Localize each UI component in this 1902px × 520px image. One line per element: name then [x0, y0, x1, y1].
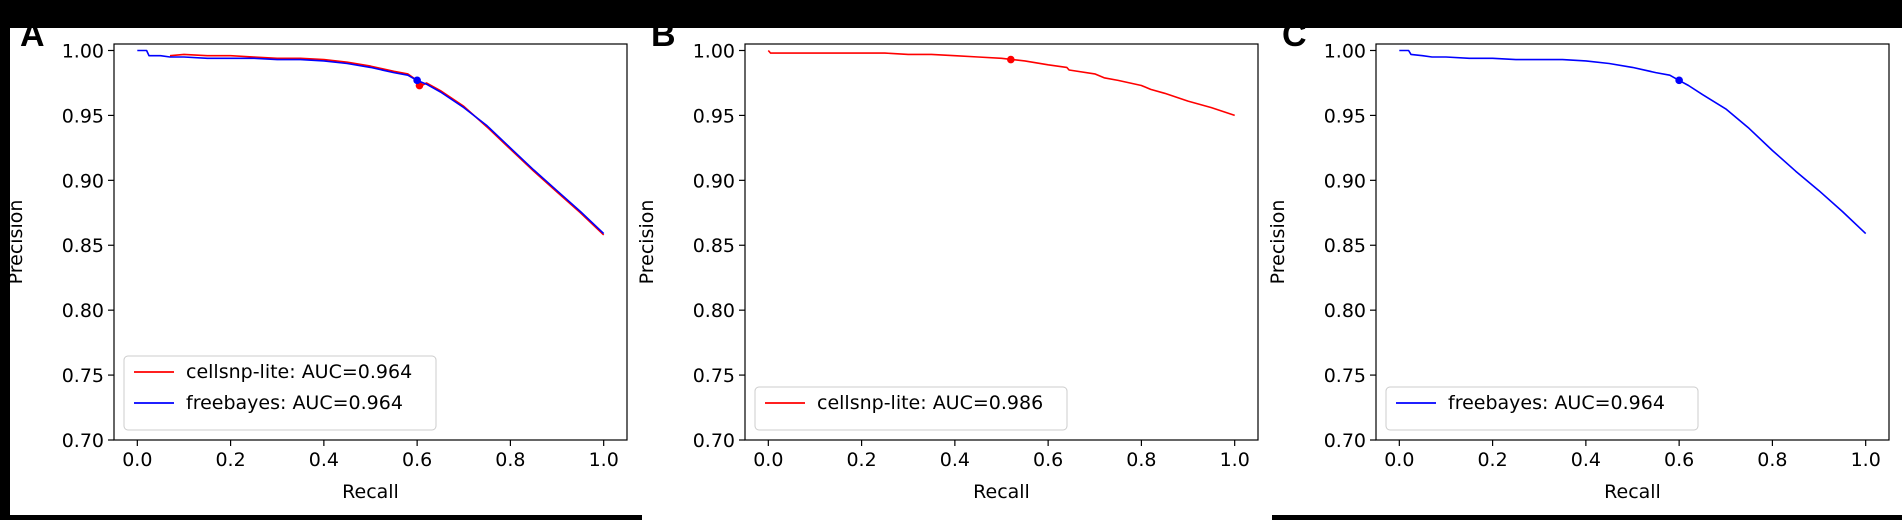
x-tick-label: 0.8 — [495, 449, 525, 471]
y-tick-label: 0.95 — [693, 105, 735, 127]
legend-box — [1385, 386, 1699, 431]
y-tick-label: 0.80 — [62, 300, 104, 322]
panel-b: 0.0 0.2 0.4 0.6 0.8 1.0 0.70 0.75 0.80 0.85 0.90 0.… — [636, 40, 1259, 503]
y-tick-label: 0.90 — [693, 170, 735, 192]
y-axis-label: Precision — [5, 200, 27, 285]
x-tick-label: 0.2 — [215, 449, 245, 471]
legend-entry-0: freebayes: AUC=0.964 — [1448, 392, 1665, 414]
x-tick-label: 0.6 — [402, 449, 432, 471]
legend-entry-0: cellsnp-lite: AUC=0.964 — [186, 361, 412, 383]
x-tick-label: 0.6 — [1033, 449, 1063, 471]
panel-label-a: A — [20, 16, 45, 54]
legend-box — [123, 355, 437, 431]
x-tick-label: 1.0 — [1851, 449, 1881, 471]
series-line-1 — [137, 49, 605, 235]
y-tick-label: 0.85 — [693, 235, 735, 257]
series-marker-0 — [1675, 76, 1683, 85]
x-tick-label: 0.4 — [309, 449, 339, 471]
axes-frame — [113, 43, 628, 441]
y-tick-label: 0.70 — [62, 430, 104, 452]
series-line-0 — [1399, 49, 1867, 235]
axes-frame — [744, 43, 1259, 441]
top-black-bar — [0, 0, 1902, 28]
legend-box — [754, 386, 1068, 431]
x-tick-label: 0.2 — [1477, 449, 1507, 471]
y-tick-label: 0.75 — [62, 365, 104, 387]
x-tick-label: 1.0 — [589, 449, 619, 471]
x-tick-label: 0.6 — [1664, 449, 1694, 471]
y-axis-label: Precision — [636, 200, 658, 285]
y-tick-label: 0.70 — [693, 430, 735, 452]
x-tick-label: 0.8 — [1757, 449, 1787, 471]
axes-frame — [1375, 43, 1890, 441]
x-tick-label: 0.0 — [753, 449, 783, 471]
y-tick-label: 1.00 — [62, 40, 104, 62]
y-tick-label: 0.70 — [1324, 430, 1366, 452]
x-tick-label: 0.4 — [1571, 449, 1601, 471]
x-tick-label: 0.8 — [1126, 449, 1156, 471]
y-tick-label: 0.80 — [1324, 300, 1366, 322]
x-axis-label: Recall — [973, 481, 1030, 503]
series-line-0 — [767, 49, 1235, 117]
series-marker-1 — [413, 76, 421, 85]
x-axis-label: Recall — [1604, 481, 1661, 503]
y-tick-label: 1.00 — [1324, 40, 1366, 62]
x-tick-label: 0.4 — [940, 449, 970, 471]
series-line-0 — [169, 53, 605, 236]
y-axis-label: Precision — [1267, 200, 1289, 285]
x-tick-label: 1.0 — [1220, 449, 1250, 471]
bottom-black-bar-right — [1272, 515, 1902, 520]
left-black-bar — [0, 28, 10, 520]
y-tick-label: 0.95 — [1324, 105, 1366, 127]
panel-label-c: C — [1282, 16, 1307, 54]
y-tick-label: 0.75 — [693, 365, 735, 387]
y-tick-label: 0.80 — [693, 300, 735, 322]
x-tick-label: 0.0 — [122, 449, 152, 471]
y-tick-label: 0.85 — [62, 235, 104, 257]
y-tick-label: 1.00 — [693, 40, 735, 62]
y-tick-label: 0.95 — [62, 105, 104, 127]
legend-entry-1: freebayes: AUC=0.964 — [186, 392, 403, 414]
x-axis-label: Recall — [342, 481, 399, 503]
y-tick-label: 0.75 — [1324, 365, 1366, 387]
panel-label-b: B — [651, 16, 676, 54]
series-marker-0 — [1007, 55, 1015, 64]
bottom-black-bar-left — [0, 515, 642, 520]
y-tick-label: 0.90 — [1324, 170, 1366, 192]
panel-c: 0.0 0.2 0.4 0.6 0.8 1.0 0.70 0.75 0.80 0.85 0.90 0.… — [1267, 40, 1890, 503]
y-tick-label: 0.85 — [1324, 235, 1366, 257]
legend-entry-0: cellsnp-lite: AUC=0.986 — [817, 392, 1043, 414]
x-tick-label: 0.2 — [846, 449, 876, 471]
x-tick-label: 0.0 — [1384, 449, 1414, 471]
y-tick-label: 0.90 — [62, 170, 104, 192]
panel-a: 0.0 0.2 0.4 0.6 0.8 1.0 0.70 0.75 0.80 0.85 0.90 0.… — [5, 40, 628, 503]
